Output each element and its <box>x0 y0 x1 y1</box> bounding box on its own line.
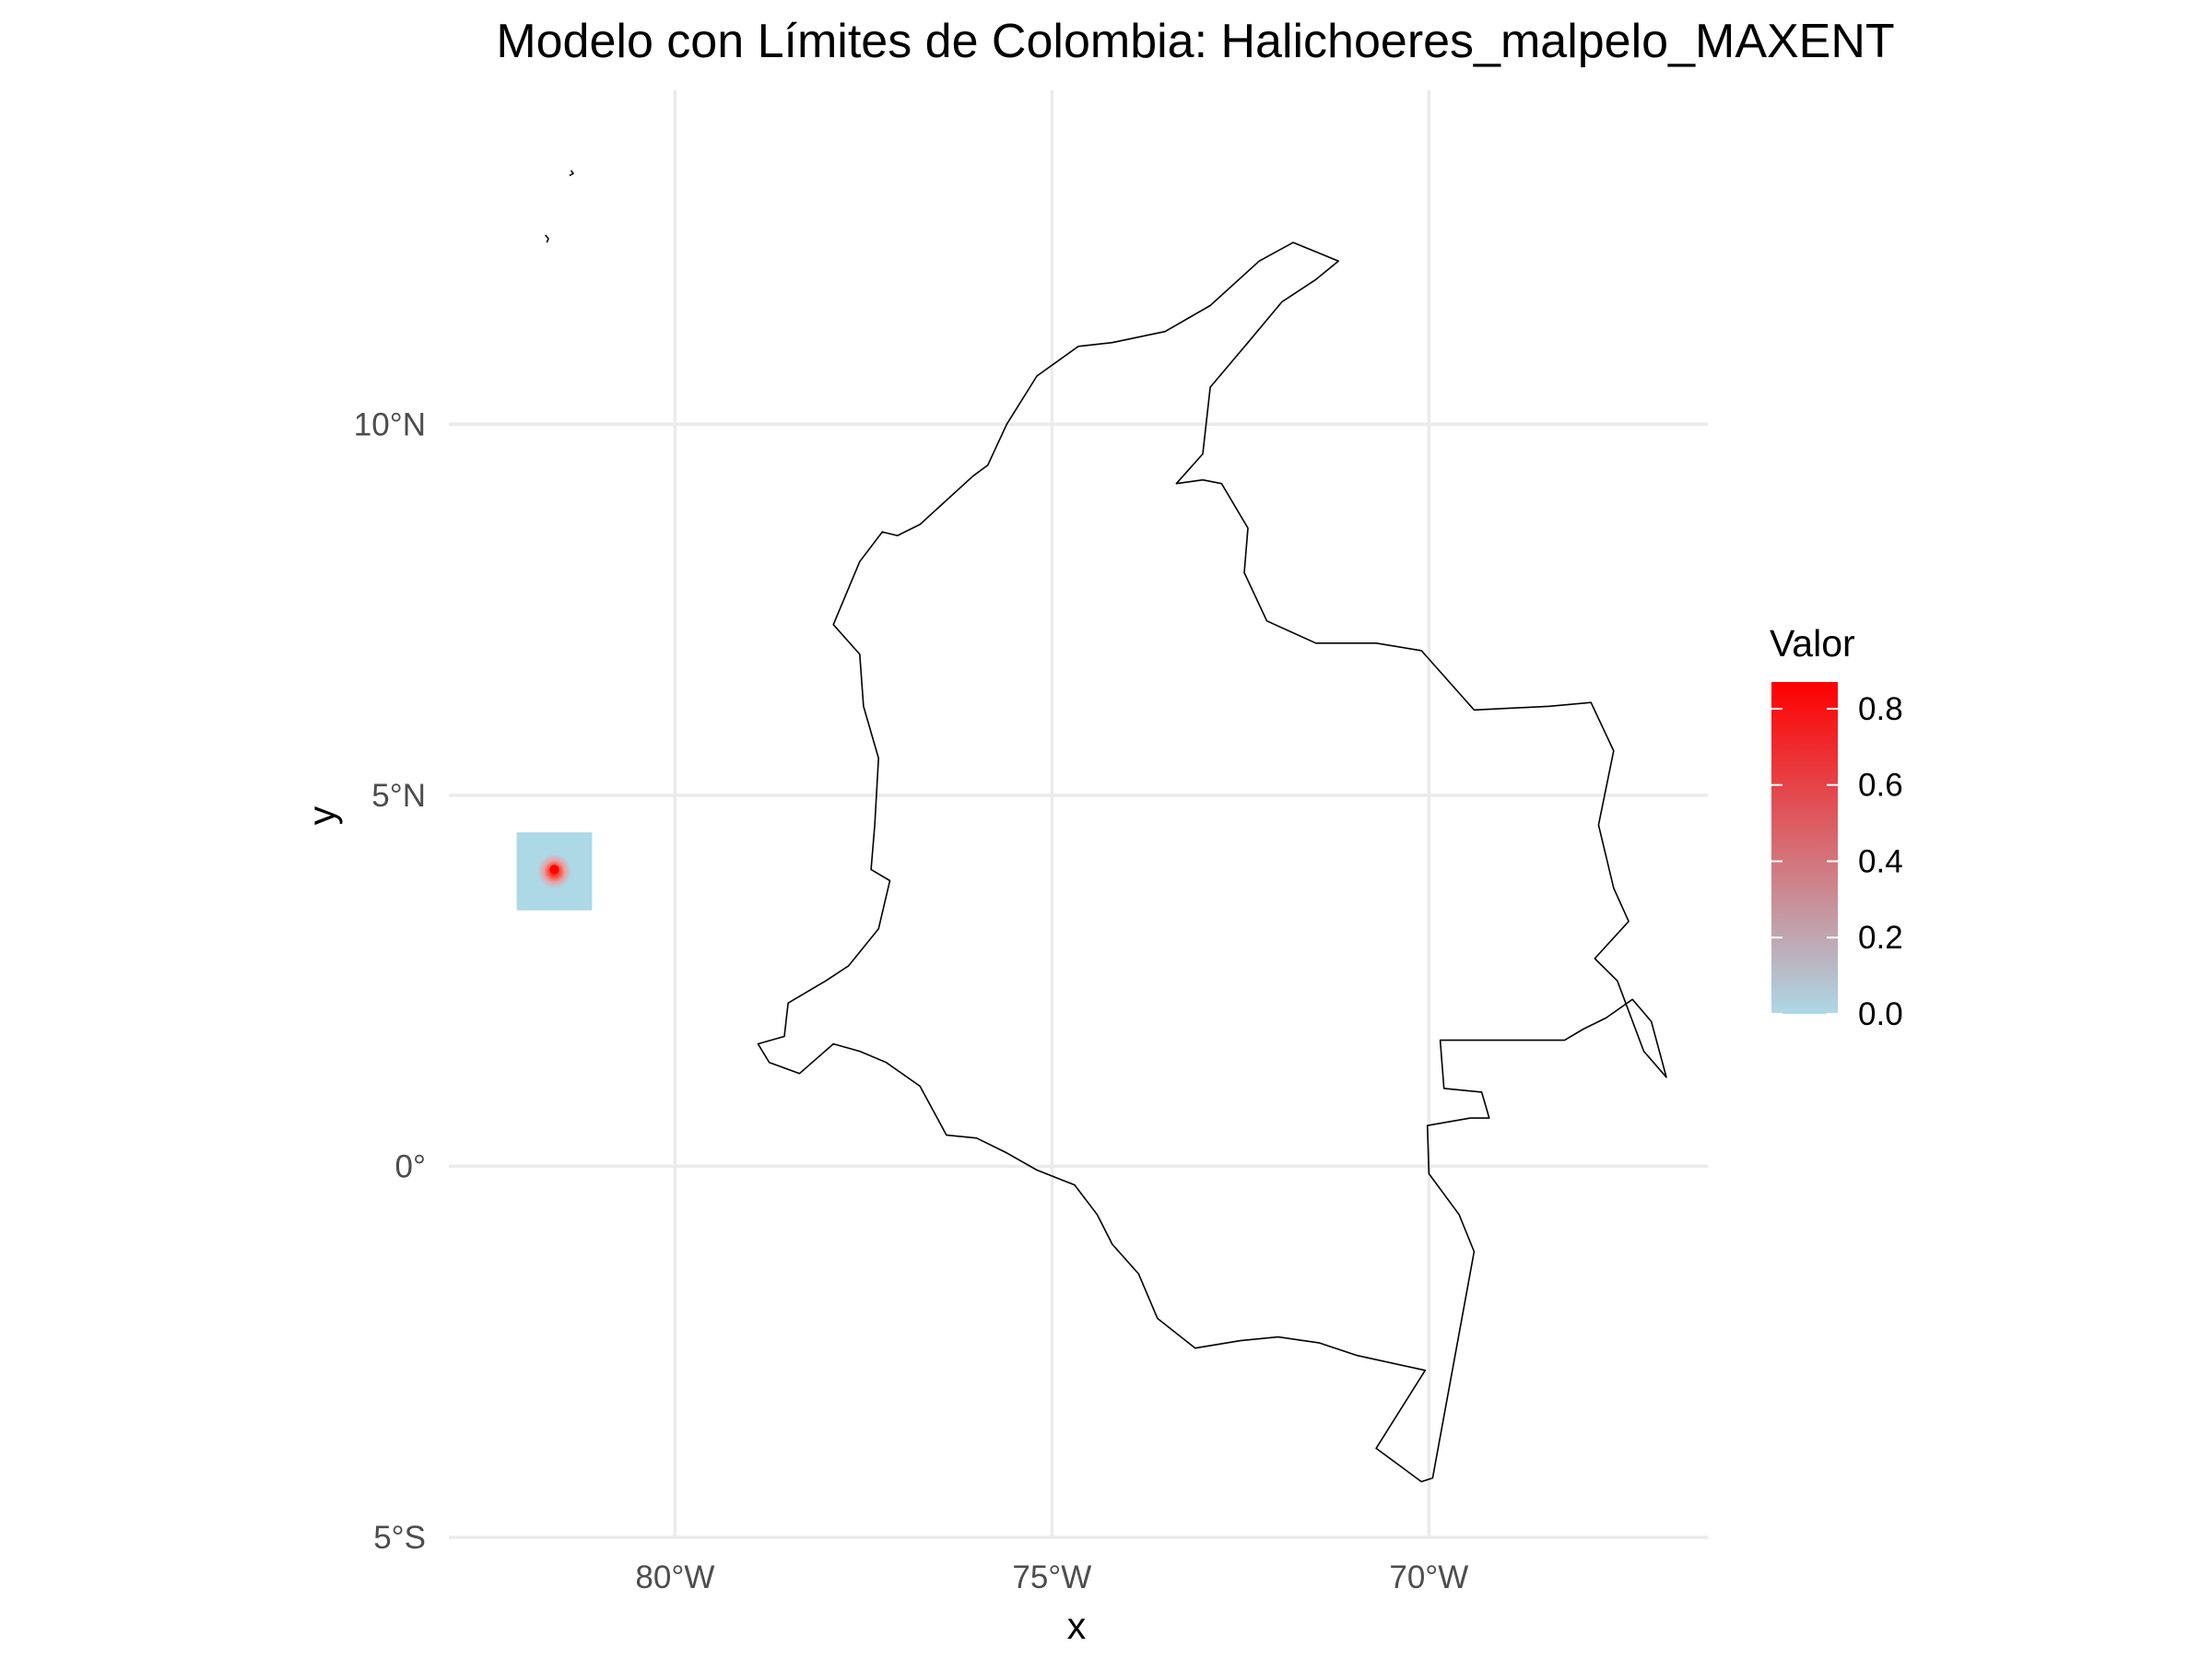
x-tick-label: 70°W <box>1389 1559 1468 1595</box>
y-tick-label: 5°N <box>371 778 426 814</box>
y-tick-label: 5°S <box>373 1520 426 1556</box>
legend: Valor 0.8 0.6 0.4 0.2 0.0 <box>1770 622 1903 1032</box>
island-outline-0 <box>545 234 549 243</box>
x-tick-label: 75°W <box>1012 1559 1091 1595</box>
legend-tick-label: 0.4 <box>1858 843 1903 879</box>
colombia-mainland-outline <box>757 241 1667 1483</box>
legend-ticks: 0.8 0.6 0.4 0.2 0.0 <box>1771 691 1903 1032</box>
grid-lines <box>449 90 1708 1539</box>
colombia-border <box>545 170 1667 1483</box>
raster-layer <box>516 832 593 911</box>
y-axis-label: y <box>300 806 343 825</box>
x-tick-label: 80°W <box>635 1559 714 1595</box>
y-tick-label: 0° <box>395 1148 426 1184</box>
x-axis-ticks: 80°W 75°W 70°W <box>635 1559 1468 1595</box>
chart-title: Modelo con Límites de Colombia: Halichoe… <box>496 15 1894 68</box>
x-axis-label: x <box>1067 1605 1087 1647</box>
y-tick-label: 10°N <box>354 406 426 442</box>
legend-title: Valor <box>1770 622 1855 665</box>
legend-tick-label: 0.0 <box>1858 996 1903 1032</box>
island-outline-1 <box>569 170 574 177</box>
legend-tick-label: 0.2 <box>1858 920 1903 956</box>
legend-tick-label: 0.8 <box>1858 691 1903 727</box>
y-axis-ticks: 10°N 5°N 0° 5°S <box>354 406 426 1556</box>
legend-tick-label: 0.6 <box>1858 768 1903 804</box>
legend-colorbar <box>1771 682 1838 1014</box>
raster-peak <box>549 865 559 875</box>
